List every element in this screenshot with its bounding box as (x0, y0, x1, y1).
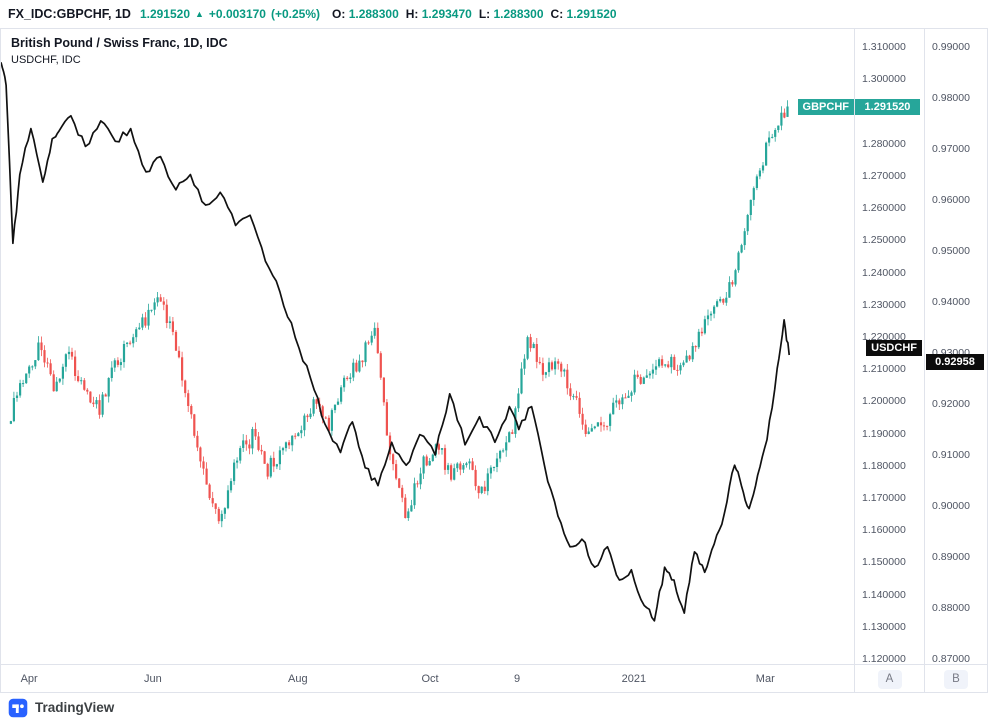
price-tick-label: 0.89000 (932, 551, 970, 563)
price-tick-label: 1.160000 (862, 524, 906, 537)
price-tick-label: 0.88000 (932, 602, 970, 614)
price-tick-label: 0.91000 (932, 449, 970, 461)
time-scale[interactable]: Apr Jun Aug Oct 9 2021 Mar (1, 665, 854, 693)
price-tick-label: 0.95000 (932, 245, 970, 257)
price-tick-label: 1.180000 (862, 459, 906, 472)
tradingview-wordmark[interactable]: TradingView (35, 700, 115, 715)
gbpchf-last-price-label: 1.291520 (855, 99, 920, 115)
tradingview-logo-icon[interactable] (8, 698, 28, 718)
price-tick-label: 1.130000 (862, 620, 906, 633)
price-scale-b[interactable]: 0.92958 0.99000 0.98000 0.97000 0.96000 0.95… (924, 29, 987, 665)
price-tick-label: 1.230000 (862, 298, 906, 311)
price-tick-label: 0.96000 (932, 194, 970, 206)
ohlc-label: C: (550, 7, 564, 21)
symbol-title[interactable]: FX_IDC:GBPCHF, 1D (8, 7, 131, 21)
price-change-percent: (+0.25%) (270, 7, 321, 21)
ohlc-value: 1.293470 (418, 7, 472, 21)
price-tick-label: 1.190000 (862, 427, 906, 440)
chart-pane[interactable]: British Pound / Swiss Franc, 1D, IDC USD… (1, 29, 854, 664)
ohlc-label: L: (478, 7, 491, 21)
price-tick-label: 1.300000 (862, 73, 906, 86)
time-tick-label: Aug (288, 673, 308, 685)
price-tick-label: 1.260000 (862, 202, 906, 215)
price-tick-label: 1.280000 (862, 137, 906, 150)
ohlc-values: O: 1.288300 H: 1.293470 L: 1.288300 C: 1.29… (325, 7, 617, 21)
price-tick-label: 1.150000 (862, 556, 906, 569)
price-tick-label: 1.210000 (862, 363, 906, 376)
ohlc-info-bar: FX_IDC:GBPCHF, 1D 1.291520 ▲ +0.003170 (… (0, 0, 988, 28)
price-tick-label: 1.310000 (862, 41, 906, 53)
price-tick-label: 0.87000 (932, 653, 970, 665)
time-tick-label: Apr (20, 673, 38, 685)
time-tick-label: Oct (421, 673, 439, 685)
time-tick-label: Jun (143, 673, 162, 685)
ohlc-label: O: (332, 7, 346, 21)
gbpchf-series-label: GBPCHF (797, 99, 854, 115)
price-tick-label: 1.250000 (862, 234, 906, 247)
price-tick-label: 1.240000 (862, 266, 906, 279)
price-tick-label: 1.270000 (862, 169, 906, 182)
price-scale-a[interactable]: 1.291520 USDCHF 1.3100001.3000001.290000… (854, 29, 924, 665)
price-tick-label: 0.99000 (932, 41, 970, 53)
chart-canvas[interactable] (1, 29, 854, 664)
ohlc-value: 1.288300 (490, 7, 544, 21)
time-axis-row: Apr Jun Aug Oct 9 2021 Mar A B (1, 664, 987, 693)
chart-widget: British Pound / Swiss Franc, 1D, IDC USD… (0, 28, 988, 693)
price-tick-label: 1.200000 (862, 395, 906, 408)
time-tick-label: 2021 (621, 673, 647, 685)
price-tick-label: 0.94000 (932, 296, 970, 308)
price-tick-label: 1.140000 (862, 588, 906, 601)
usdchf-series-label: USDCHF (866, 340, 922, 356)
price-tick-label: 0.90000 (932, 500, 970, 512)
ohlc-value: 1.288300 (345, 7, 399, 21)
usdchf-last-price-label: 0.92958 (926, 354, 984, 370)
footer: TradingView (0, 693, 988, 722)
price-tick-label: 0.92000 (932, 398, 970, 410)
time-tick-label: Mar (755, 673, 775, 685)
scale-b-cell: B (924, 665, 987, 693)
scale-a-button[interactable]: A (877, 669, 902, 689)
price-tick-label: 1.170000 (862, 491, 906, 504)
ohlc-value: 1.291520 (563, 7, 617, 21)
price-tick-label: 0.98000 (932, 92, 970, 104)
legend-overlay-series[interactable]: USDCHF, IDC (11, 54, 81, 66)
time-tick-label: 9 (514, 673, 521, 685)
price-tick-label: 1.120000 (862, 653, 906, 665)
chart-legend: British Pound / Swiss Franc, 1D, IDC USD… (11, 36, 228, 66)
price-change: +0.003170 (208, 7, 266, 21)
price-tick-label: 0.97000 (932, 143, 970, 155)
legend-main-series[interactable]: British Pound / Swiss Franc, 1D, IDC (11, 36, 228, 50)
last-price: 1.291520 (139, 7, 190, 21)
price-tick-label: 1.220000 (862, 330, 906, 343)
scale-b-button[interactable]: B (944, 669, 968, 689)
ohlc-label: H: (405, 7, 419, 21)
up-arrow-icon: ▲ (195, 9, 204, 19)
scale-a-cell: A (854, 665, 924, 693)
